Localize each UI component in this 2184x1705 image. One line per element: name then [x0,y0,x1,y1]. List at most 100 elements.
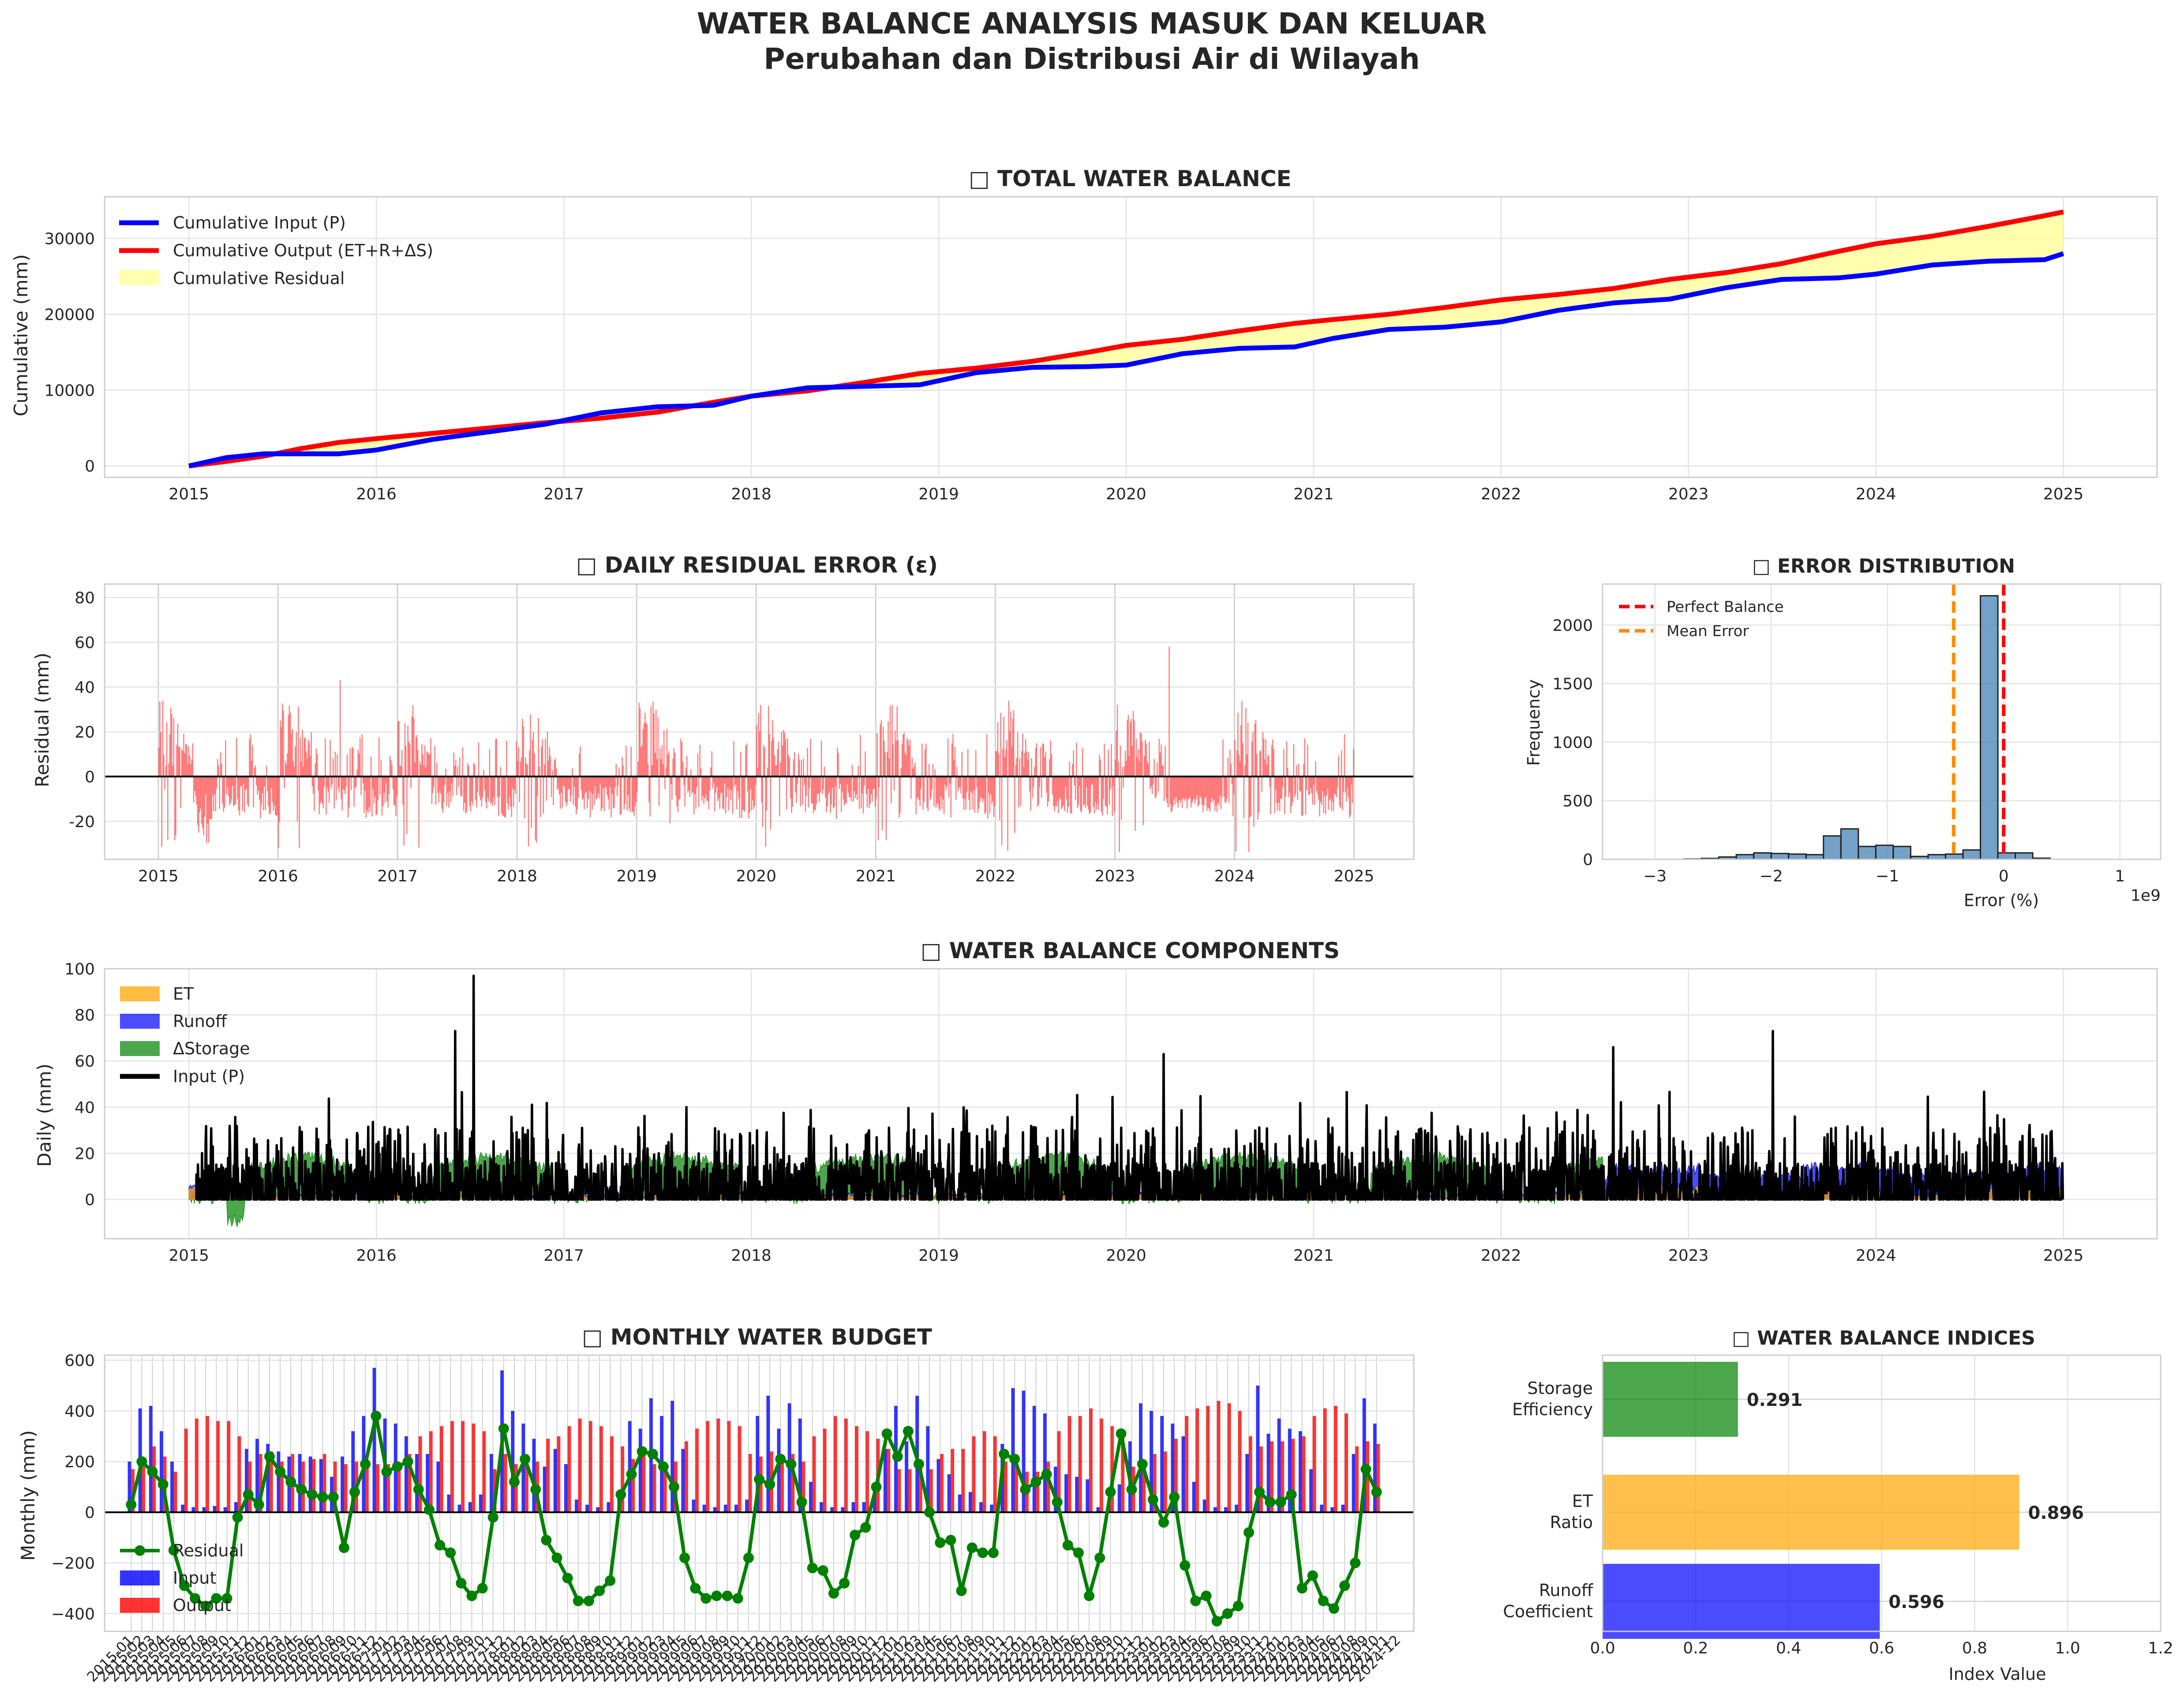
bar-output [652,1464,656,1513]
histogram-bar [1997,852,2016,860]
bar-input [968,1492,972,1513]
bar-output [599,1426,603,1513]
water-balance-components-legend: ET Runoff ΔStorage Input (P) [120,984,250,1086]
series-cumulative-output-line [188,209,2064,468]
bar-output [1312,1416,1316,1513]
index-value-label: 0.596 [1888,1592,1944,1612]
x-tick-label: 1.0 [2055,1639,2080,1657]
residual-point [243,1489,254,1500]
y-tick-label: 10000 [44,382,95,400]
bar-input [734,1504,738,1513]
histogram-bar [1840,828,1859,860]
histogram-bar [1788,853,1807,860]
water-balance-indices-xlabel: Index Value [1948,1664,2046,1684]
residual-point [168,1545,179,1556]
bar-output [1185,1416,1188,1513]
bar-output [1015,1464,1018,1513]
bar-input [1086,1479,1090,1513]
bar-output [482,1431,486,1513]
bar-input [1203,1499,1206,1513]
bar-output [802,1461,805,1513]
bar-output [567,1426,571,1513]
bar-input [862,1502,866,1513]
residual-point [423,1504,435,1515]
x-tick-label: 2025 [2043,485,2084,503]
bar-input [809,1482,813,1513]
bar-input [1011,1388,1015,1513]
x-tick-label: 2023 [1095,867,1135,885]
x-tick-label: 2020 [1106,485,1146,503]
index-bar [1603,1362,1738,1437]
bar-input [1245,1454,1249,1513]
bar-output [1206,1405,1210,1513]
residual-point [530,1484,541,1495]
bar-output [429,1431,433,1513]
bar-output [397,1464,401,1513]
index-category-label: Efficiency [1512,1400,1593,1419]
residual-point [1062,1540,1073,1551]
bar-output [1281,1441,1285,1513]
plot-frame [104,196,2158,478]
x-tick-label: 2023 [1668,1247,1709,1265]
water-balance-components-panel: 2015 2016 2017 2018 2019 2020 2021 2022 2023 2024… [34,938,2158,1265]
bar-input [127,1461,131,1513]
bar-input [234,1502,238,1513]
bar-input [1277,1418,1281,1513]
residual-point [1030,1476,1041,1488]
x-tick-label: 2020 [1106,1247,1146,1265]
bar-input [723,1504,727,1513]
bar-output [270,1451,273,1513]
x-tick-label: 2017 [543,1247,584,1265]
residual-point [1073,1547,1084,1558]
x-tick-label: 2017 [543,485,584,503]
bar-output [1248,1436,1252,1513]
x-tick-label: 2024 [1856,1247,1896,1265]
x-tick-label: −3 [1643,867,1667,885]
bar-output [376,1464,380,1513]
bar-input [191,1507,195,1513]
bar-input [1053,1466,1057,1513]
y-tick-label: 60 [75,1053,95,1071]
bar-output [322,1454,326,1513]
error-distribution-title: □ ERROR DISTRIBUTION [1752,555,2015,577]
monthly-water-budget-ylabel: Monthly (mm) [17,1430,39,1561]
x-tick-label: 2021 [1293,1247,1334,1265]
legend-label-input: Cumulative Input (P) [173,213,346,232]
x-tick-label: 2018 [731,1247,772,1265]
x-tick-label: 2016 [356,485,397,503]
bar-input [543,1466,547,1513]
bar-input [1235,1504,1238,1513]
bar-input [1341,1504,1345,1513]
legend-label-storage: ΔStorage [173,1039,250,1058]
bar-output [195,1418,199,1513]
bar-input [702,1504,706,1513]
residual-point [509,1476,520,1488]
error-distribution-ylabel: Frequency [1524,679,1543,766]
residual-point [211,1593,222,1604]
residual-point [275,1466,286,1477]
bar-input [1330,1507,1334,1513]
bar-output [727,1421,731,1513]
y-tick-label: 2000 [1552,617,1593,635]
index-category-label: Coefficient [1503,1602,1593,1621]
residual-point [786,1458,797,1469]
bar-input [181,1504,184,1513]
bar-output [972,1436,976,1513]
residual-point [1201,1590,1212,1601]
residual-point [562,1573,573,1584]
residual-point [1126,1484,1137,1495]
bar-input [468,1502,472,1513]
bar-output [610,1436,614,1513]
bar-input [1150,1411,1153,1513]
x-tick-label: 2015 [169,1247,209,1265]
residual-point [541,1535,552,1546]
legend-label-input: Input [173,1568,216,1588]
residual-point [232,1512,243,1523]
histogram-bar [1823,835,1842,860]
bar-input [1362,1398,1366,1513]
bar-input [1022,1390,1026,1513]
residual-point [871,1481,882,1492]
bar-output [1142,1466,1146,1513]
water-balance-components-ylabel: Daily (mm) [34,1064,55,1167]
residual-point [690,1583,701,1594]
